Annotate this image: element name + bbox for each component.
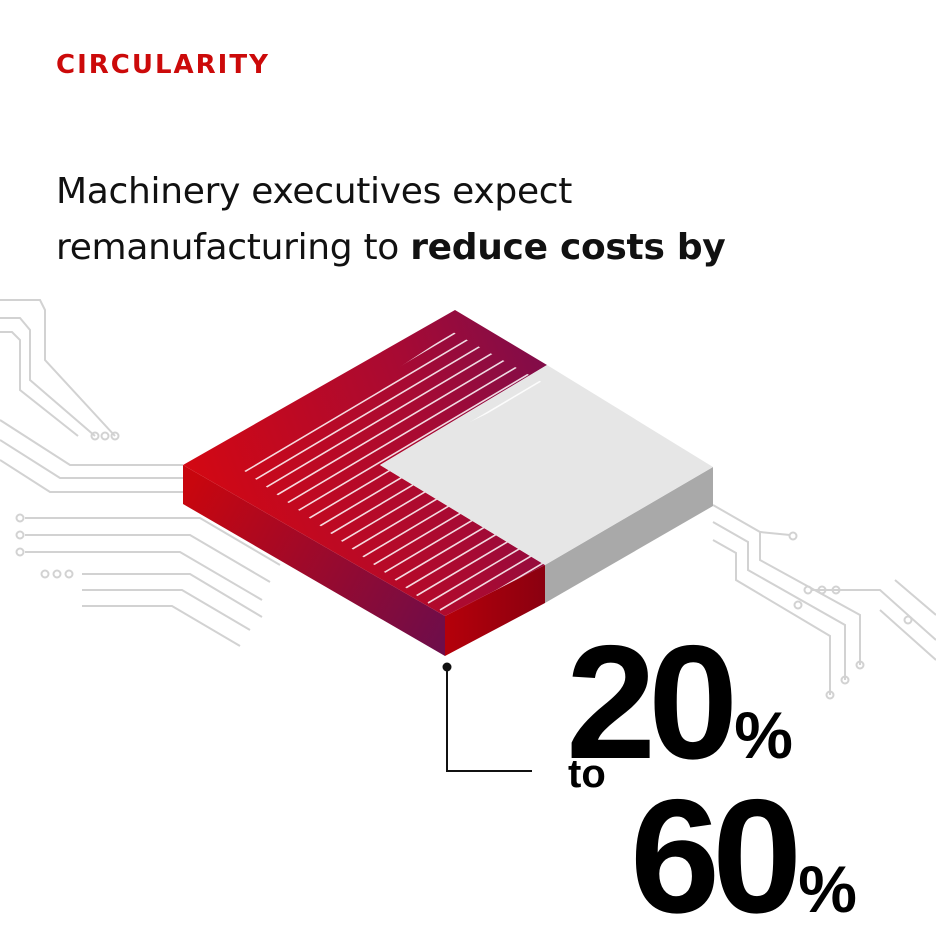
headline-line-1: Machinery executives expect <box>56 171 573 212</box>
headline-regular-text: remanufacturing to <box>56 227 411 268</box>
stat-high-unit: % <box>798 852 857 926</box>
headline-line-2: remanufacturing to reduce costs by <box>56 220 916 276</box>
leader-line <box>442 662 532 772</box>
stat-connector: to <box>568 752 606 796</box>
stat-low-unit: % <box>734 698 793 772</box>
stat-low-value: 20% <box>566 612 793 793</box>
circuit-traces-graphic <box>0 299 936 700</box>
headline: Machinery executives expect remanufactur… <box>56 164 916 276</box>
section-eyebrow: CIRCULARITY <box>56 50 270 80</box>
isometric-chip-graphic <box>183 310 713 656</box>
headline-bold-text: reduce costs by <box>410 227 726 268</box>
stat-high-value: 60% <box>630 766 857 947</box>
